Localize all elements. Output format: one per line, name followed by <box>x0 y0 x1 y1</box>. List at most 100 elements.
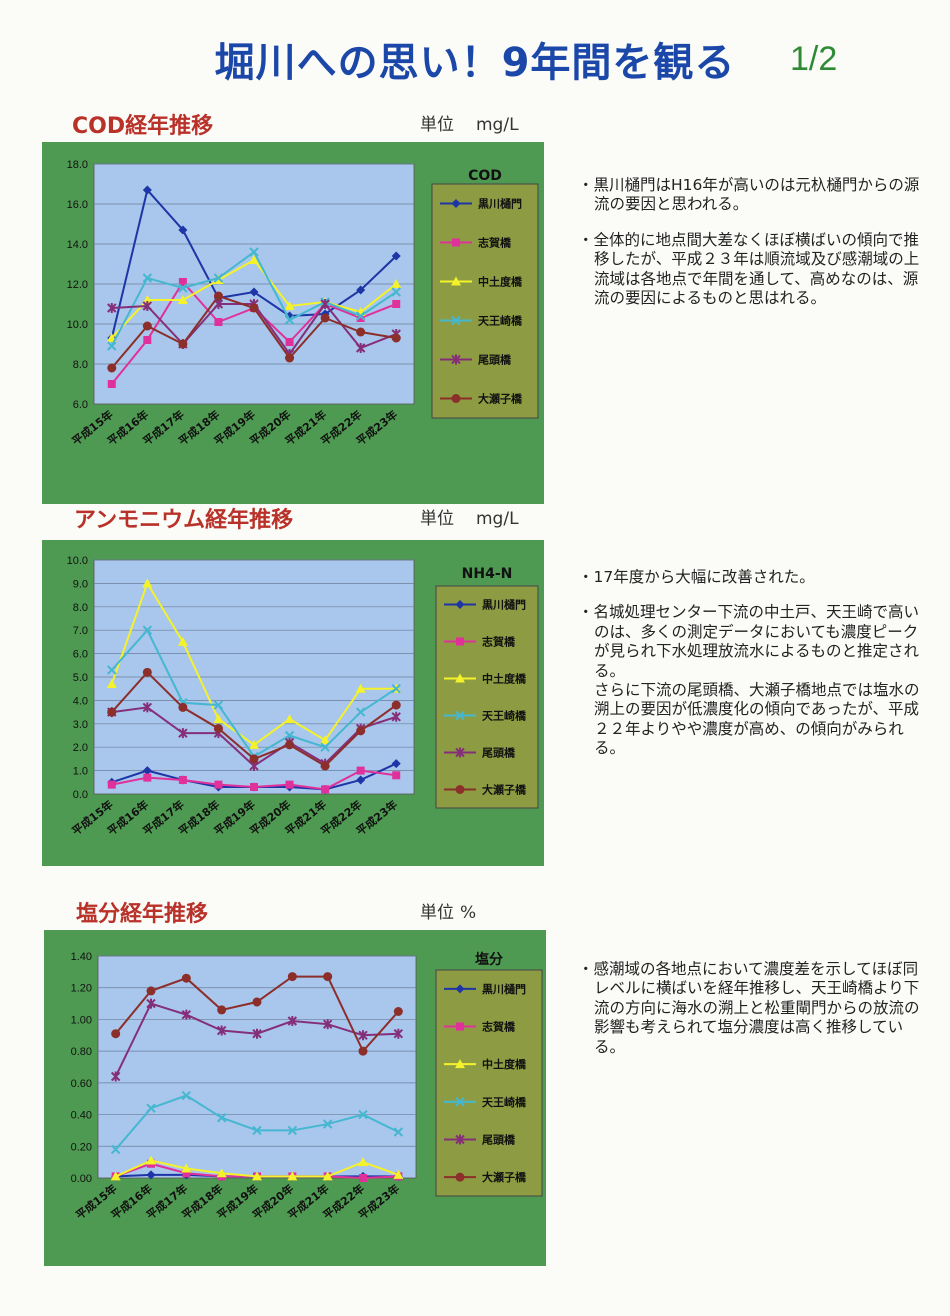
nh4-unit: 単位 mg/L <box>420 504 519 529</box>
nh4-legend-marker <box>455 600 465 609</box>
nh4-ytick-label: 0.0 <box>73 789 88 801</box>
cod-legend-box <box>431 183 539 419</box>
cod-unit-label: 単位 <box>420 115 454 135</box>
salt-data-point <box>393 1127 404 1137</box>
nh4-notes: 17年度から大幅に改善された。 名城処理センター下流の中土戸、天王崎で高いのは、… <box>578 568 928 774</box>
cod-ytick-label: 18.0 <box>67 159 88 171</box>
cod-notes: 黒川樋門はH16年が高いのは元杁樋門からの源流の要因と思われる。 全体的に地点間… <box>578 176 928 324</box>
salt-chart-title: 塩分 <box>475 951 503 968</box>
salt-data-point <box>110 1071 121 1082</box>
salt-data-point <box>322 1019 333 1030</box>
cod-data-point <box>214 318 223 326</box>
salt-ytick-label: 1.00 <box>71 1014 92 1026</box>
cod-data-point <box>355 311 366 321</box>
nh4-legend-label: 黒川樋門 <box>482 598 526 612</box>
page-title: 堀川への思い！9年間を観る <box>214 40 736 86</box>
nh4-data-point <box>142 702 153 713</box>
cod-data-point <box>178 283 188 293</box>
cod-data-point <box>391 287 401 297</box>
salt-data-point <box>110 1171 121 1181</box>
nh4-data-point <box>250 782 258 791</box>
cod-data-point <box>392 300 401 308</box>
salt-data-point <box>216 1113 227 1123</box>
cod-ytick-label: 8.0 <box>73 359 88 371</box>
salt-series-6 <box>111 972 403 1056</box>
nh4-unit-value: mg/L <box>476 509 519 529</box>
salt-plot-area <box>97 955 417 1179</box>
cod-ytick-label: 16.0 <box>67 199 88 211</box>
salt-data-point <box>393 1007 403 1016</box>
nh4-unit-label: 単位 <box>420 509 454 529</box>
nh4-data-point <box>213 723 223 733</box>
cod-data-point <box>285 338 294 346</box>
salt-series-4 <box>110 1090 404 1155</box>
nh4-data-point <box>106 679 117 689</box>
cod-chart-title: COD <box>468 168 502 184</box>
cod-legend-marker <box>452 238 460 247</box>
cod-legend-marker <box>451 354 461 365</box>
cod-data-point <box>142 273 153 283</box>
cod-data-point <box>213 299 224 309</box>
cod-data-point <box>178 278 187 286</box>
salt-legend-marker <box>455 1134 465 1145</box>
nh4-data-point <box>178 775 187 784</box>
cod-series-4 <box>107 247 401 351</box>
salt-data-point <box>181 973 191 983</box>
salt-data-point <box>146 998 156 1009</box>
nh4-legend-marker <box>455 747 465 758</box>
cod-ytick-label: 14.0 <box>67 239 88 251</box>
salt-data-point <box>217 1005 227 1015</box>
nh4-data-point <box>107 707 117 717</box>
salt-series-3 <box>110 1155 404 1181</box>
nh4-note-2: 名城処理センター下流の中土戸、天王崎で高いのは、多くの測定データにおいても濃度ピ… <box>578 603 928 681</box>
cod-legend-label: 黒川樋門 <box>478 197 522 211</box>
salt-legend-marker <box>455 984 465 994</box>
nh4-data-point <box>391 700 401 710</box>
cod-data-point <box>320 299 330 309</box>
cod-data-point <box>249 247 259 257</box>
cod-legend-marker <box>451 276 461 286</box>
salt-ytick-label: 0.20 <box>71 1141 92 1153</box>
nh4-series-2 <box>107 766 401 794</box>
salt-data-point <box>182 1169 191 1178</box>
cod-data-point <box>213 291 223 301</box>
salt-data-point <box>393 1028 404 1039</box>
salt-ytick-label: 1.40 <box>71 951 92 963</box>
cod-data-point <box>391 251 401 261</box>
salt-legend-label: 大瀬子橋 <box>482 1170 527 1184</box>
salt-ytick-label: 0.80 <box>71 1046 92 1058</box>
nh4-ytick-label: 7.0 <box>73 625 88 637</box>
nh4-chart: 0.01.02.03.04.05.06.07.08.09.010.0平成15年平… <box>42 540 544 866</box>
cod-data-point <box>142 295 153 304</box>
nh4-legend-marker <box>455 785 465 794</box>
cod-unit: 単位 mg/L <box>420 110 519 135</box>
cod-unit-value: mg/L <box>476 115 519 135</box>
salt-data-point <box>358 1109 368 1120</box>
cod-data-point <box>178 225 188 235</box>
nh4-legend-label: 尾頭橋 <box>481 746 516 760</box>
nh4-ytick-label: 8.0 <box>73 602 88 614</box>
salt-data-point <box>252 1028 262 1039</box>
salt-data-point <box>181 1163 192 1173</box>
salt-data-point <box>252 1125 262 1136</box>
cod-ytick-label: 12.0 <box>67 279 88 291</box>
nh4-data-point <box>391 711 401 722</box>
cod-legend-marker <box>451 394 461 403</box>
cod-data-point <box>249 303 259 313</box>
cod-data-point <box>142 321 152 331</box>
nh4-ytick-label: 1.0 <box>73 766 88 778</box>
salt-data-point <box>181 1090 192 1101</box>
cod-data-point <box>143 336 152 344</box>
nh4-data-point <box>142 766 152 776</box>
cod-legend-label: 志賀橋 <box>478 236 512 250</box>
nh4-data-point <box>142 667 152 677</box>
cod-chart: 6.08.010.012.014.016.018.0平成15年平成16年平成17… <box>42 142 544 504</box>
cod-ytick-label: 6.0 <box>73 399 88 411</box>
salt-legend-marker <box>455 1097 465 1107</box>
salt-chart: 0.000.200.400.600.801.001.201.40平成15年平成1… <box>44 930 546 1266</box>
nh4-data-point <box>355 683 366 693</box>
nh4-data-point <box>356 775 366 785</box>
nh4-data-point <box>320 761 330 771</box>
cod-data-point <box>356 314 365 322</box>
salt-data-point <box>111 1029 121 1039</box>
